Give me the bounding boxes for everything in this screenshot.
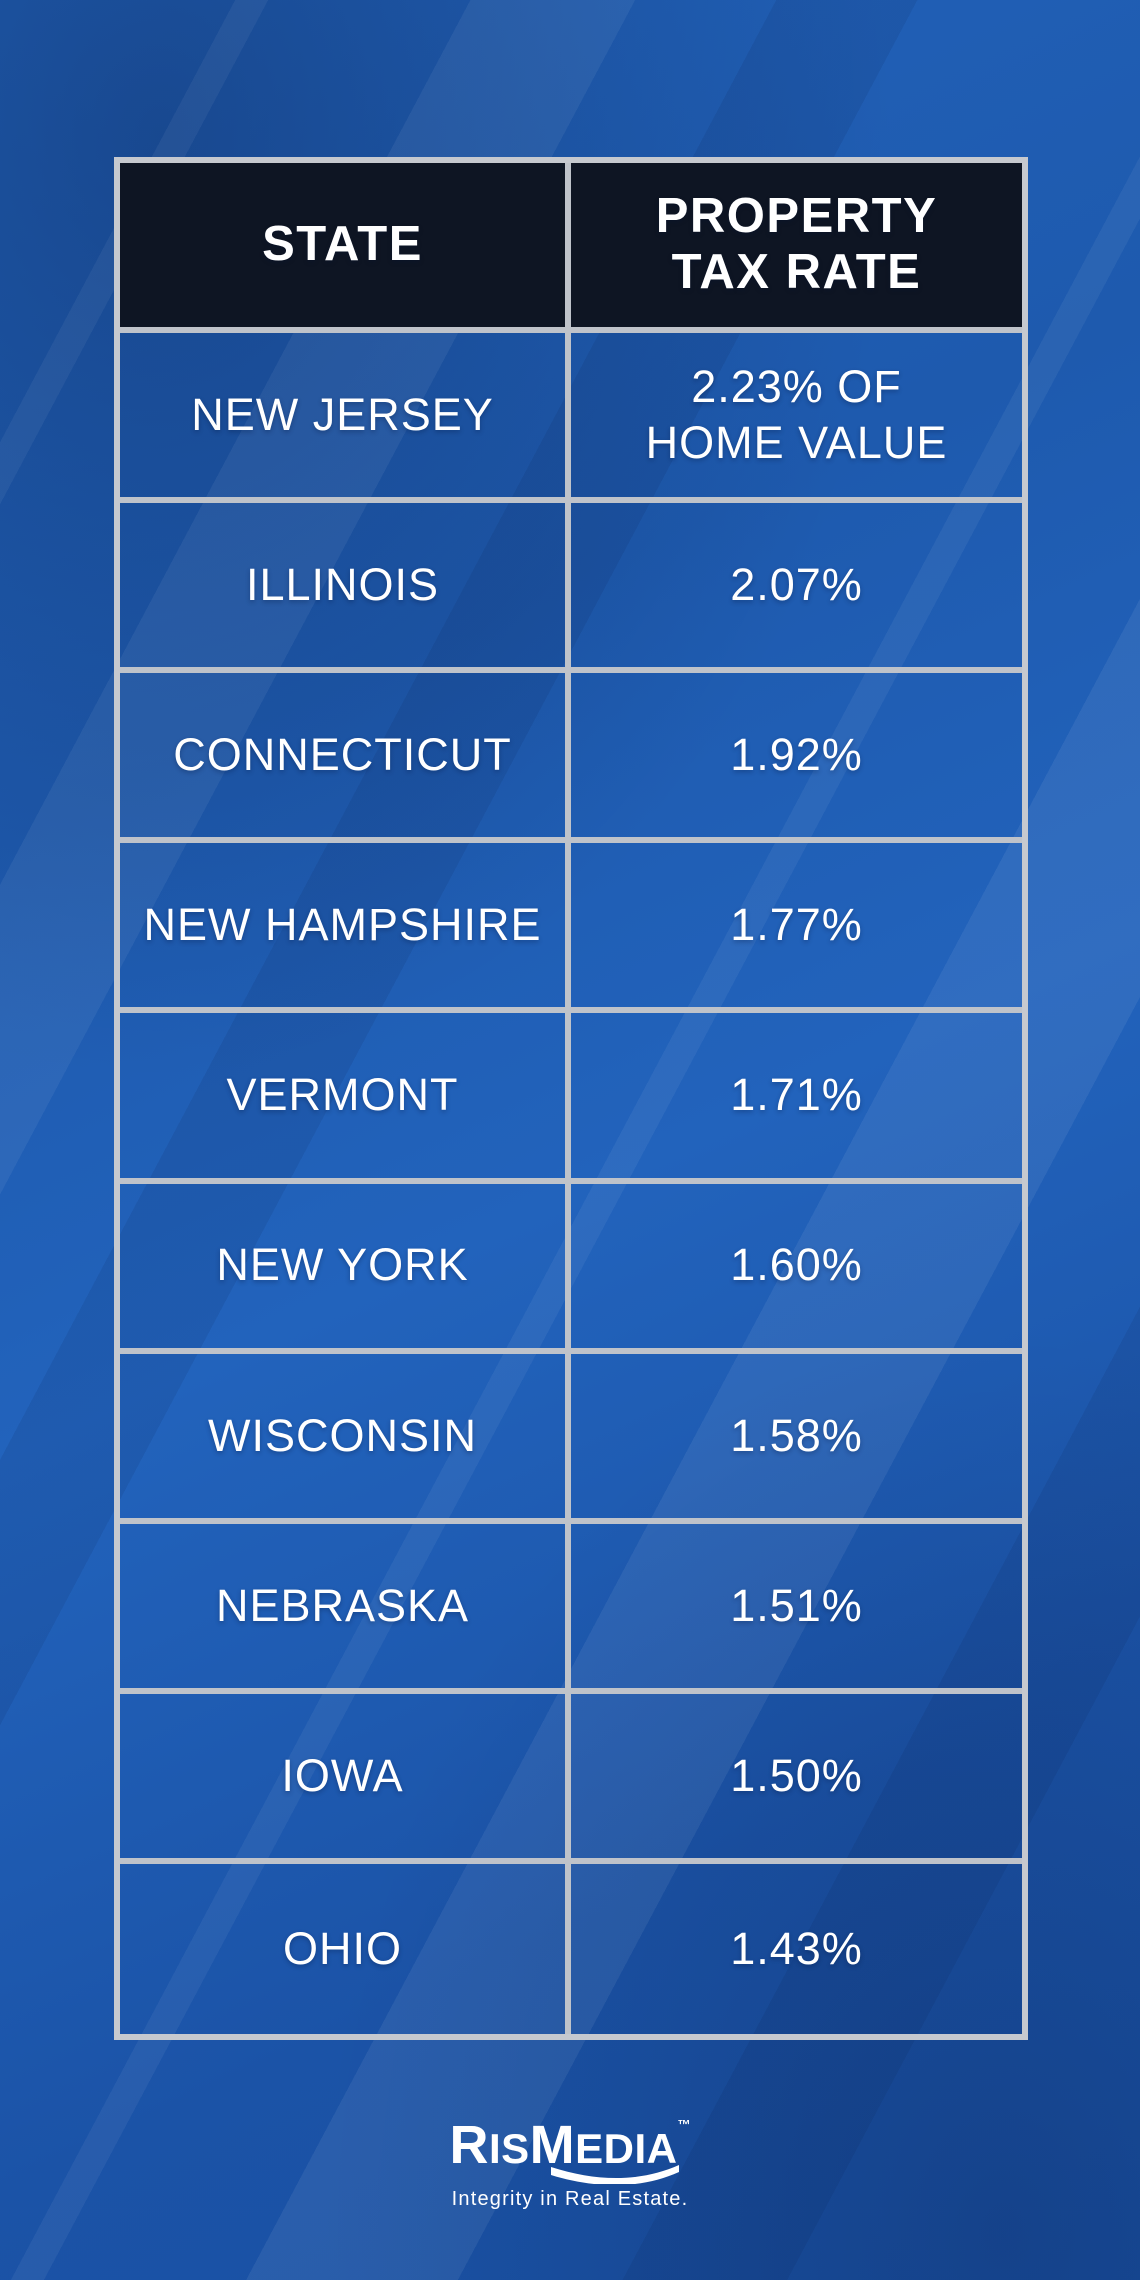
rate-cell: 1.51%	[571, 1524, 1022, 1694]
logo-swoosh-icon	[550, 2165, 679, 2184]
rate-value: 1.58%	[730, 1409, 863, 1461]
state-label: NEBRASKA	[215, 1579, 470, 1631]
footer: RISMEDIA™ Integrity in Real Estate.	[0, 2118, 1140, 2211]
header-cell-rate: PROPERTY TAX RATE	[571, 163, 1022, 334]
state-cell: IOWA	[120, 1693, 571, 1864]
state-cell: WISCONSIN	[120, 1353, 571, 1524]
state-cell: NEW HAMPSHIRE	[120, 843, 571, 1014]
state-label: OHIO	[282, 1922, 402, 1974]
state-cell: CONNECTICUT	[120, 673, 571, 844]
state-cell: OHIO	[120, 1863, 571, 2034]
rate-value: 1.92%	[730, 729, 863, 781]
rate-cell: 1.92%	[571, 673, 1022, 844]
property-tax-table: STATE PROPERTY TAX RATE NEW JERSEY 2.23%…	[114, 157, 1028, 2040]
rate-cell: 1.77%	[571, 843, 1022, 1014]
state-label: VERMONT	[226, 1069, 459, 1121]
rate-value: 1.43%	[730, 1922, 863, 1974]
rate-value: 1.77%	[730, 899, 863, 951]
rate-cell: 1.50%	[571, 1694, 1022, 1864]
rate-value: 1.51%	[730, 1579, 863, 1631]
state-label: IOWA	[281, 1749, 404, 1801]
rate-cell: 2.07%	[571, 503, 1022, 674]
rate-value: 1.60%	[730, 1239, 863, 1291]
rate-value-line1: 2.23% OF	[691, 360, 902, 412]
rate-cell: 1.60%	[571, 1184, 1022, 1354]
state-label: NEW HAMPSHIRE	[143, 899, 542, 951]
rismedia-logo: RISMEDIA™	[449, 2115, 691, 2184]
state-label: WISCONSIN	[207, 1409, 477, 1461]
rate-value: 2.07%	[730, 559, 863, 611]
logo-letter-r: R	[449, 2115, 489, 2175]
logo-letters-edia: EDIA	[575, 2125, 678, 2172]
rate-value-line2: HOME VALUE	[645, 417, 948, 469]
logo-letters-is: IS	[488, 2125, 530, 2172]
state-cell: NEW YORK	[120, 1183, 571, 1354]
header-cell-state: STATE	[120, 163, 571, 334]
logo-trademark: ™	[677, 2117, 691, 2132]
header-rate-label-line1: PROPERTY	[655, 189, 938, 244]
header-state-label: STATE	[262, 217, 423, 272]
logo-tagline: Integrity in Real Estate.	[451, 2188, 689, 2210]
rate-cell: 1.58%	[571, 1354, 1022, 1524]
state-label: NEW YORK	[216, 1239, 469, 1291]
rate-cell: 2.23% OF HOME VALUE	[571, 333, 1022, 504]
rate-cell: 1.71%	[571, 1013, 1022, 1184]
state-cell: NEW JERSEY	[120, 333, 571, 504]
state-label: CONNECTICUT	[173, 729, 512, 781]
rate-value: 1.71%	[730, 1069, 863, 1121]
state-cell: NEBRASKA	[120, 1523, 571, 1694]
rate-cell: 1.43%	[571, 1864, 1022, 2034]
state-label: ILLINOIS	[245, 559, 440, 611]
header-rate-label-line2: TAX RATE	[671, 245, 922, 300]
rate-value: 1.50%	[730, 1749, 863, 1801]
state-label: NEW JERSEY	[191, 389, 494, 440]
logo-letter-m: M	[529, 2115, 576, 2175]
state-cell: VERMONT	[120, 1013, 571, 1184]
state-cell: ILLINOIS	[120, 503, 571, 674]
